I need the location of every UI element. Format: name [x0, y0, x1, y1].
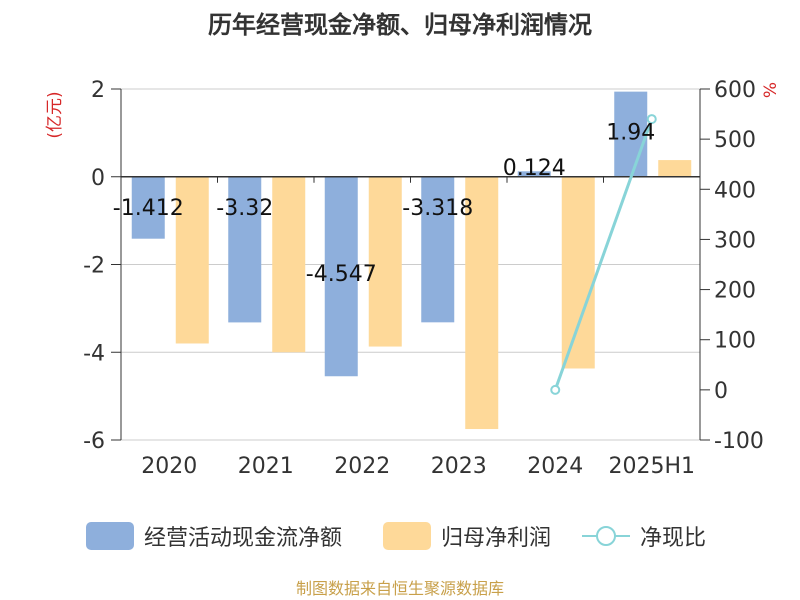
ratio-line	[550, 114, 657, 395]
net-profit-bar[interactable]	[272, 176, 306, 353]
right-axis-tick-label: 0	[714, 379, 728, 404]
cashflow-data-label: 1.94	[606, 121, 655, 146]
cashflow-bar[interactable]	[614, 91, 648, 177]
category-label: 2022	[334, 454, 390, 479]
left-axis-tick-label: -4	[83, 341, 105, 366]
source-note: 制图数据来自恒生聚源数据库	[296, 579, 504, 598]
cashflow-bar[interactable]	[324, 176, 358, 377]
legend-item-cashflow[interactable]: 经营活动现金流净额	[86, 522, 342, 551]
cashflow-data-label: 0.124	[503, 156, 566, 181]
cashflow-data-label: -3.318	[402, 196, 473, 221]
cashflow-bar[interactable]	[421, 176, 455, 323]
cashflow-bar[interactable]	[228, 176, 262, 323]
legend-label-cash-ratio: 净现比	[640, 526, 706, 551]
cash-ratio-point[interactable]	[550, 384, 561, 395]
net-profit-bar[interactable]	[658, 160, 692, 177]
category-label: 2023	[431, 454, 487, 479]
legend-label-net-profit: 归母净利润	[441, 526, 551, 551]
left-axis-tick-label: -2	[83, 254, 105, 279]
legend-marker-cash-ratio	[596, 526, 616, 546]
net-profit-bar[interactable]	[561, 176, 595, 369]
left-axis-tick-label: 0	[91, 166, 105, 191]
right-axis-tick-label: 400	[714, 178, 756, 203]
cashflow-bar[interactable]	[517, 171, 551, 177]
legend-swatch-cashflow	[86, 522, 134, 550]
left-axis-tick-label: -6	[83, 429, 105, 454]
net-profit-bar[interactable]	[465, 176, 499, 430]
cash-ratio-line	[553, 118, 654, 391]
cash-ratio-point[interactable]	[646, 114, 657, 125]
net-profit-bar[interactable]	[175, 176, 209, 344]
net-profit-bar[interactable]	[368, 176, 402, 347]
category-label: 2024	[527, 454, 583, 479]
right-axis-tick-label: 200	[714, 279, 756, 304]
right-axis-tick-label: 500	[714, 128, 756, 153]
legend-item-cash-ratio[interactable]: 净现比	[582, 526, 706, 551]
right-axis-tick-label: 300	[714, 228, 756, 253]
legend-swatch-net-profit	[383, 522, 431, 550]
cashflow-data-label: -3.32	[216, 196, 273, 221]
right-axis-unit-label: %	[761, 82, 781, 98]
category-label: 2025H1	[608, 454, 695, 479]
right-axis-tick-label: 600	[714, 78, 756, 103]
right-axis-tick-label: -100	[714, 429, 764, 454]
cashflow-data-label: -4.547	[306, 262, 377, 287]
category-label: 2020	[141, 454, 197, 479]
axes: 2 0 -2 -4 -6 600 500 400 300 200 100 0 -100 2020 2021 2…	[83, 78, 764, 479]
legend-label-cashflow: 经营活动现金流净额	[144, 526, 342, 551]
data-labels: -1.412 -3.32 -4.547 -3.318 0.124 1.94	[113, 121, 655, 287]
bars	[131, 91, 692, 430]
cashflow-bar[interactable]	[131, 176, 165, 239]
right-axis-tick-label: 100	[714, 329, 756, 354]
legend: 经营活动现金流净额 归母净利润 净现比	[86, 522, 706, 551]
left-axis-tick-label: 2	[91, 78, 105, 103]
left-axis-unit-label: (亿元)	[45, 91, 65, 138]
chart-title: 历年经营现金净额、归母净利润情况	[208, 11, 592, 39]
category-label: 2021	[238, 454, 294, 479]
legend-item-net-profit[interactable]: 归母净利润	[383, 522, 551, 551]
cashflow-data-label: -1.412	[113, 196, 184, 221]
